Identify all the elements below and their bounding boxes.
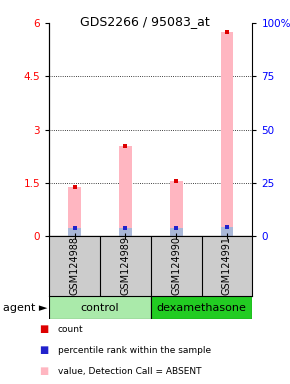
Text: ■: ■ xyxy=(39,366,48,376)
Text: value, Detection Call = ABSENT: value, Detection Call = ABSENT xyxy=(58,367,202,376)
Bar xyxy=(68,228,81,236)
Text: agent ►: agent ► xyxy=(3,303,47,313)
Bar xyxy=(221,227,233,236)
Text: percentile rank within the sample: percentile rank within the sample xyxy=(58,346,211,355)
Text: GDS2266 / 95083_at: GDS2266 / 95083_at xyxy=(80,15,210,28)
Bar xyxy=(170,228,182,236)
Text: ■: ■ xyxy=(39,345,48,355)
Bar xyxy=(49,296,151,319)
Bar xyxy=(119,228,132,236)
Text: ■: ■ xyxy=(39,324,48,334)
Bar xyxy=(221,32,233,236)
Bar xyxy=(170,181,182,236)
Bar xyxy=(119,146,132,236)
Text: GSM124989: GSM124989 xyxy=(120,237,130,295)
Text: GSM124991: GSM124991 xyxy=(222,237,232,295)
Text: GSM124988: GSM124988 xyxy=(70,237,80,295)
Text: control: control xyxy=(81,303,119,313)
Text: GSM124990: GSM124990 xyxy=(171,237,181,295)
Text: dexamethasone: dexamethasone xyxy=(157,303,246,313)
Text: count: count xyxy=(58,324,84,334)
Bar xyxy=(68,187,81,236)
Bar xyxy=(151,296,252,319)
